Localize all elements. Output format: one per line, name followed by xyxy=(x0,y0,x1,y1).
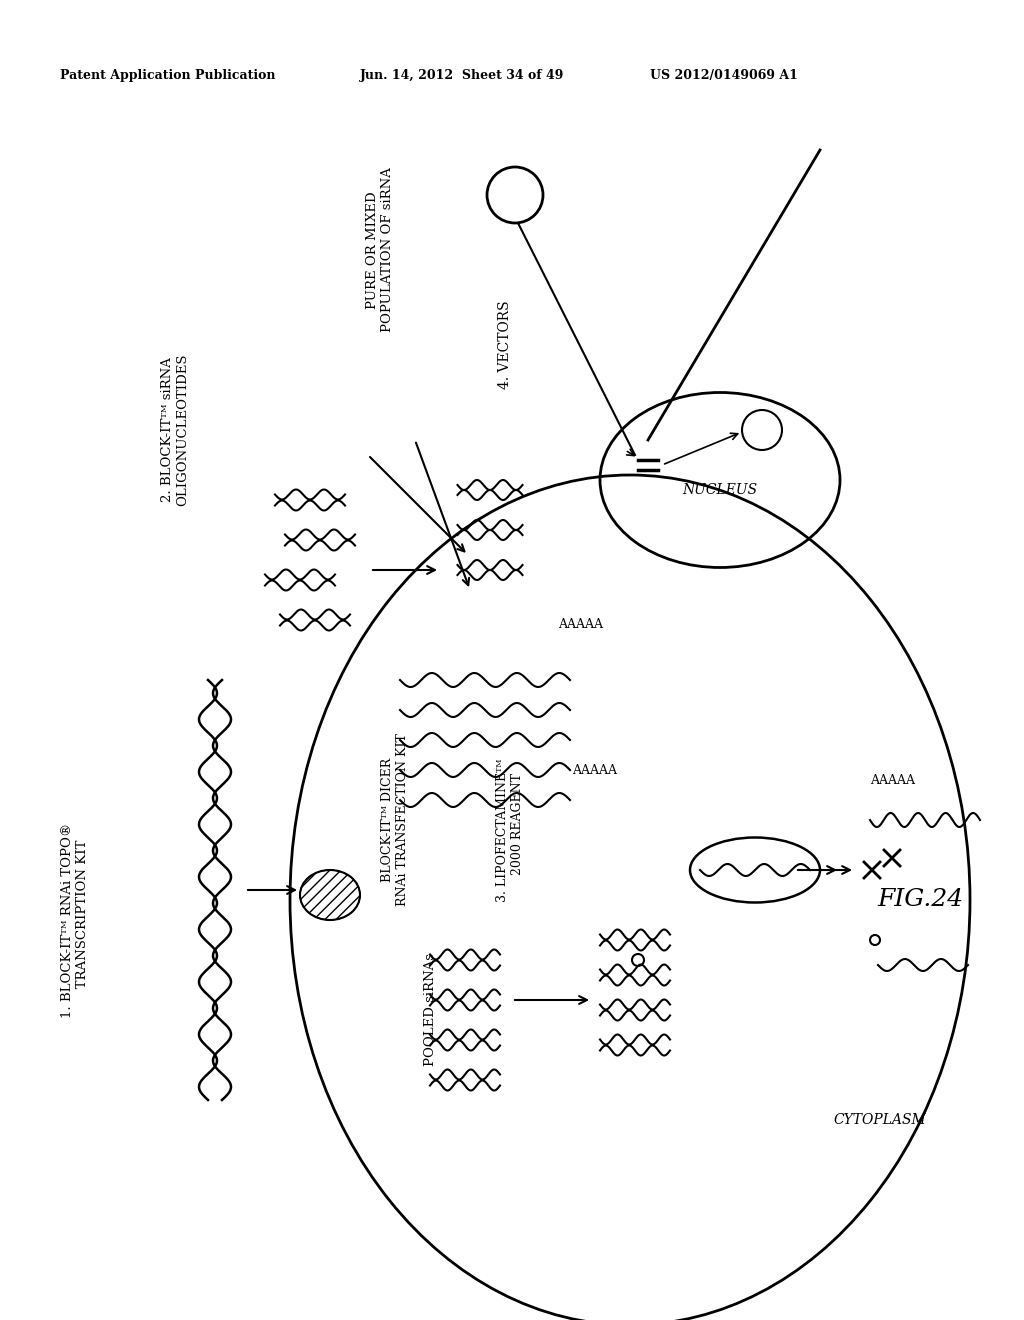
Text: AAAAA: AAAAA xyxy=(572,763,617,776)
Text: AAAAA: AAAAA xyxy=(870,774,915,787)
Text: NUCLEUS: NUCLEUS xyxy=(682,483,758,498)
Text: 2. BLOCK-ITᵀᴹ siRNA
OLIGONUCLEOTIDES: 2. BLOCK-ITᵀᴹ siRNA OLIGONUCLEOTIDES xyxy=(161,354,189,507)
Text: 1. BLOCK-ITᵀᴹ RNAi TOPO®
   TRANSCRIPTION KIT: 1. BLOCK-ITᵀᴹ RNAi TOPO® TRANSCRIPTION K… xyxy=(61,822,89,1018)
Text: POOLED siRNAs: POOLED siRNAs xyxy=(424,953,436,1067)
Text: 4. VECTORS: 4. VECTORS xyxy=(498,301,512,389)
Text: PURE OR MIXED
POPULATION OF siRNA: PURE OR MIXED POPULATION OF siRNA xyxy=(366,168,394,333)
Text: FIG.24: FIG.24 xyxy=(877,888,963,912)
Text: Jun. 14, 2012  Sheet 34 of 49: Jun. 14, 2012 Sheet 34 of 49 xyxy=(360,69,564,82)
Text: Patent Application Publication: Patent Application Publication xyxy=(60,69,275,82)
Text: CYTOPLASM: CYTOPLASM xyxy=(834,1113,927,1127)
Text: US 2012/0149069 A1: US 2012/0149069 A1 xyxy=(650,69,798,82)
Text: 3. LIPOFECTAMINEᵀᴹ
   2000 REAGENT: 3. LIPOFECTAMINEᵀᴹ 2000 REAGENT xyxy=(496,758,524,902)
Ellipse shape xyxy=(300,870,360,920)
Text: AAAAA: AAAAA xyxy=(558,619,603,631)
Text: BLOCK-ITᵀᴹ DICER
RNAi TRANSFECTION KIT: BLOCK-ITᵀᴹ DICER RNAi TRANSFECTION KIT xyxy=(381,734,409,907)
